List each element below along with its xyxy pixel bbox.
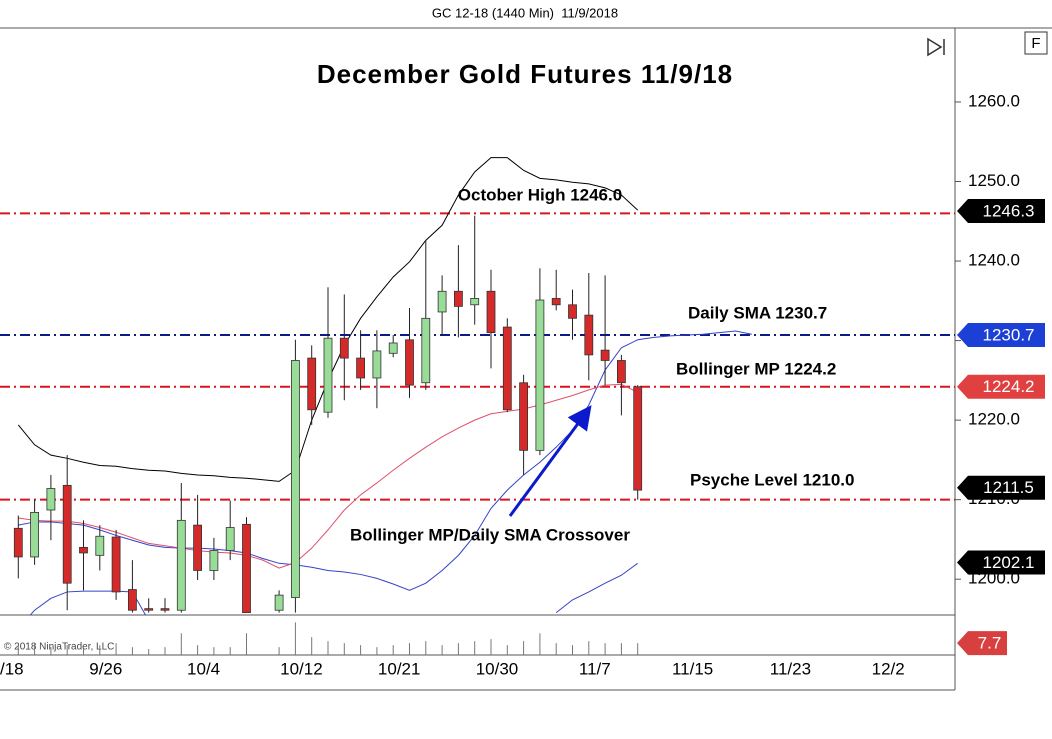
annotation: Psyche Level 1210.0 (690, 470, 854, 489)
x-tick-label: 10/12 (280, 659, 323, 678)
price-tag-label: 1202.1 (983, 553, 1035, 572)
price-pane (0, 157, 955, 615)
candle-body (453, 290, 463, 307)
candle-body (551, 298, 561, 306)
x-tick-label: 10/30 (476, 659, 519, 678)
price-tag (957, 374, 1045, 399)
candle-body (584, 314, 594, 356)
y-tick-label: 1240.0 (968, 251, 1020, 270)
candle-body (633, 386, 643, 491)
candle-body (323, 337, 333, 413)
candle-body (486, 290, 496, 334)
annotation: Bollinger MP/Daily SMA Crossover (350, 525, 630, 544)
candle-body (193, 524, 203, 571)
scroll-end-icon[interactable] (927, 37, 945, 57)
price-tag-label: 7.7 (978, 634, 1002, 653)
x-tick-label: 10/21 (378, 659, 421, 678)
f-label: F (1031, 35, 1040, 52)
price-tag-label: 1211.5 (983, 478, 1034, 497)
copyright: © 2018 NinjaTrader, LLC (4, 642, 114, 653)
candle-body (437, 290, 447, 313)
candle-body (290, 360, 300, 598)
candle-body (62, 484, 72, 584)
candle-body (519, 382, 528, 451)
candle-body (160, 608, 170, 611)
y-tick-label: 1220.0 (968, 410, 1020, 429)
indicator-line (555, 562, 638, 614)
annotation: October High 1246.0 (458, 185, 622, 204)
x-tick-label: 11/23 (770, 659, 811, 678)
annotation: Daily SMA 1230.7 (688, 303, 827, 322)
price-tag (957, 550, 1045, 575)
price-tag-label: 1224.2 (983, 377, 1035, 396)
candle-body (30, 511, 40, 558)
x-tick-label: 11/7 (579, 659, 611, 678)
indicator-line (18, 330, 752, 591)
x-tick-label: 11/15 (672, 659, 713, 678)
x-tick-label: /18 (0, 659, 24, 678)
candle-body (405, 339, 414, 386)
x-tick-label: 12/2 (872, 659, 905, 678)
candle-body (535, 299, 545, 451)
candle-body (372, 350, 382, 379)
annotation: Bollinger MP 1224.2 (676, 359, 836, 378)
indicator-line (29, 590, 147, 615)
candle-body (568, 304, 577, 319)
y-tick-label: 1250.0 (968, 171, 1020, 190)
crossover-arrow (508, 405, 592, 517)
candle-body (79, 546, 88, 554)
candle-body (176, 519, 186, 611)
candle-body (127, 589, 137, 611)
price-tag (957, 475, 1045, 500)
candle-body (388, 342, 398, 354)
f-button[interactable] (1024, 31, 1048, 55)
y-tick-label: 1260.0 (968, 91, 1020, 110)
candle-body (95, 535, 105, 556)
candle-body (421, 317, 431, 384)
chart-title: December Gold Futures 11/9/18 (317, 59, 733, 89)
candle-body (13, 527, 23, 558)
candle-body (111, 536, 121, 593)
candle-body (600, 349, 610, 361)
candle-body (209, 550, 219, 571)
candle-body (470, 298, 480, 306)
candle-body (274, 594, 284, 611)
indicator-line (18, 383, 638, 569)
candle-body (242, 523, 251, 614)
x-tick-label: 9/26 (89, 659, 122, 678)
price-tag (957, 631, 1007, 656)
candle-body (502, 326, 512, 411)
candle-body (46, 488, 56, 511)
candle-body (144, 608, 154, 611)
price-tag-label: 1246.3 (983, 201, 1035, 220)
price-tag (957, 198, 1045, 223)
price-tag-label: 1230.7 (983, 326, 1035, 345)
candle-body (617, 360, 626, 384)
x-tick-label: 10/4 (187, 659, 220, 678)
candle-body (307, 357, 317, 411)
candle-body (225, 527, 235, 551)
candle-body (356, 357, 366, 379)
price-tag (957, 323, 1045, 348)
header: GC 12-18 (1440 Min) 11/9/2018 (432, 5, 618, 20)
candle-body (339, 337, 349, 359)
